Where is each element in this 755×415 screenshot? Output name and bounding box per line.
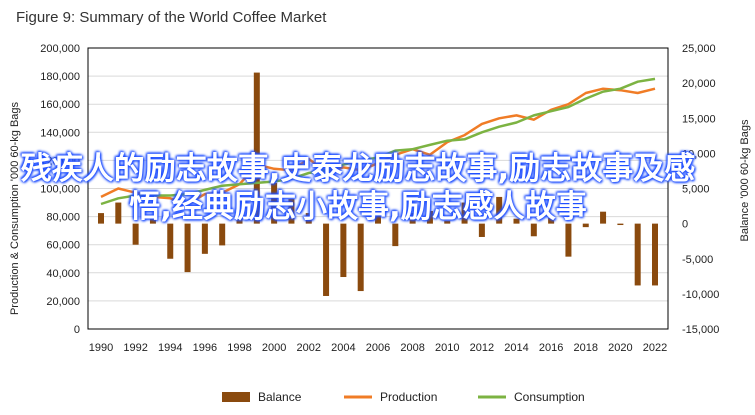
x-tick-label: 2010 xyxy=(435,342,459,354)
balance-bar xyxy=(357,223,364,292)
left-tick-label: 60,000 xyxy=(46,240,80,252)
balance-bar xyxy=(375,211,381,224)
left-tick-label: 180,000 xyxy=(40,71,80,83)
right-tick-label: 0 xyxy=(682,219,688,231)
right-tick-label: -15,000 xyxy=(682,324,719,336)
legend-label-consumption: Consumption xyxy=(514,390,585,404)
balance-bar xyxy=(530,223,537,237)
balance-bar xyxy=(184,223,191,273)
plot-frame xyxy=(87,47,669,330)
legend-label-production: Production xyxy=(380,390,437,404)
production-line xyxy=(100,87,656,206)
balance-bar xyxy=(652,223,658,286)
left-axis-title: Production & Consumption '000 60-kg Bags xyxy=(9,101,21,315)
balance-bar xyxy=(149,218,156,224)
left-tick-label: 80,000 xyxy=(46,212,80,224)
balance-bar xyxy=(340,223,347,278)
x-tick-label: 2002 xyxy=(297,342,321,354)
balance-bar xyxy=(617,223,624,226)
balance-bar xyxy=(496,196,503,224)
x-tick-label: 2012 xyxy=(470,342,494,354)
right-tick-label: 15,000 xyxy=(682,113,716,125)
balance-bar xyxy=(115,202,122,224)
balance-bar xyxy=(253,72,260,224)
left-tick-label: 160,000 xyxy=(40,99,80,111)
balance-bar xyxy=(167,223,174,259)
x-tick-label: 1992 xyxy=(123,342,147,354)
x-tick-label: 2014 xyxy=(504,342,528,354)
overlay-text: 残疾人的励志故事,史泰龙励志故事,励志故事及感悟,经典励志小故事,励志感人故事 xyxy=(20,151,696,225)
balance-bar xyxy=(478,223,485,237)
balance-bar xyxy=(288,199,295,224)
left-tick-label: 20,000 xyxy=(46,296,80,308)
x-tick-label: 2020 xyxy=(608,342,632,354)
balance-bar xyxy=(600,211,607,224)
left-tick-label: 120,000 xyxy=(40,155,80,167)
x-tick-label: 2006 xyxy=(366,342,390,354)
x-tick-label: 1990 xyxy=(89,342,113,354)
balance-bar xyxy=(219,223,226,246)
x-tick-label: 2022 xyxy=(643,342,667,354)
left-tick-label: 200,000 xyxy=(40,43,80,55)
chart-title: Figure 9: Summary of the World Coffee Ma… xyxy=(16,9,327,26)
balance-bar xyxy=(98,213,104,224)
balance-bar xyxy=(201,223,208,254)
right-tick-label: 10,000 xyxy=(682,148,716,160)
right-tick-label: -5,000 xyxy=(682,254,713,266)
x-tick-label: 2018 xyxy=(574,342,598,354)
balance-bar xyxy=(634,223,641,286)
x-tick-label: 2000 xyxy=(262,342,286,354)
balance-bar xyxy=(409,213,416,224)
x-tick-label: 1994 xyxy=(158,342,182,354)
legend-label-balance: Balance xyxy=(258,390,302,404)
right-tick-label: -10,000 xyxy=(682,289,719,301)
x-tick-label: 1998 xyxy=(227,342,251,354)
right-tick-label: 25,000 xyxy=(682,43,716,55)
left-tick-label: 100,000 xyxy=(40,184,80,196)
balance-bar xyxy=(305,213,312,224)
balance-bar xyxy=(392,223,399,247)
right-axis-title: Balance '000 60-kg Bags xyxy=(739,119,751,241)
x-tick-label: 1996 xyxy=(193,342,217,354)
consumption-line xyxy=(100,77,656,206)
x-tick-label: 2016 xyxy=(539,342,563,354)
balance-bar xyxy=(323,223,330,296)
balance-bar xyxy=(236,213,243,224)
right-tick-label: 5,000 xyxy=(682,184,710,196)
right-tick-label: 20,000 xyxy=(682,78,716,90)
balance-bar xyxy=(132,223,139,245)
balance-bar xyxy=(582,223,589,228)
balance-bar xyxy=(513,218,520,224)
legend-swatch-balance xyxy=(222,392,250,402)
balance-bar xyxy=(444,220,451,224)
balance-bar xyxy=(426,210,433,224)
balance-bar xyxy=(461,202,468,224)
left-tick-label: 40,000 xyxy=(46,268,80,280)
x-tick-label: 2008 xyxy=(400,342,424,354)
balance-bar xyxy=(565,223,572,257)
x-tick-label: 2004 xyxy=(331,342,355,354)
left-tick-label: 140,000 xyxy=(40,127,80,139)
balance-bar xyxy=(548,218,555,224)
balance-bar xyxy=(271,182,278,224)
left-tick-label: 0 xyxy=(74,324,80,336)
